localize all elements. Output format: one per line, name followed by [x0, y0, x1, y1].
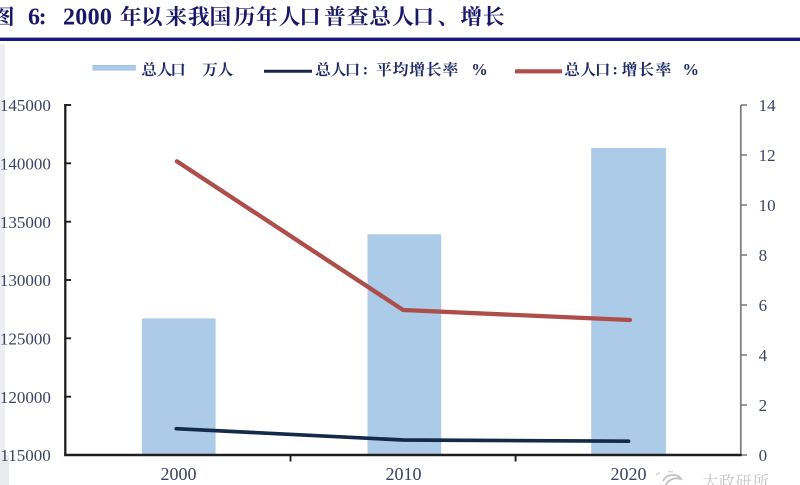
svg-text:140000: 140000 [0, 154, 51, 173]
svg-text:%: % [471, 60, 488, 79]
svg-text:8: 8 [759, 246, 768, 265]
svg-text:10: 10 [759, 196, 776, 215]
svg-text:2000: 2000 [161, 464, 197, 484]
svg-text::: : [363, 62, 368, 79]
svg-text:2: 2 [759, 396, 768, 415]
svg-text::: : [613, 62, 618, 79]
svg-text:2000: 2000 [63, 4, 112, 30]
svg-text:14: 14 [759, 96, 777, 115]
svg-text:%: % [683, 60, 700, 79]
svg-text:4: 4 [759, 346, 768, 365]
svg-text:145000: 145000 [0, 96, 51, 115]
svg-text:0: 0 [759, 446, 768, 465]
svg-text:2020: 2020 [611, 464, 647, 484]
svg-text:6: 6 [28, 4, 40, 30]
svg-text:6: 6 [759, 296, 768, 315]
svg-text:2010: 2010 [386, 464, 422, 484]
svg-text:125000: 125000 [0, 329, 51, 348]
svg-text:12: 12 [759, 146, 776, 165]
svg-text::: : [39, 4, 47, 30]
svg-text:135000: 135000 [0, 213, 51, 232]
svg-text:130000: 130000 [0, 271, 51, 290]
svg-text:115000: 115000 [0, 446, 50, 465]
svg-text:120000: 120000 [0, 388, 51, 407]
